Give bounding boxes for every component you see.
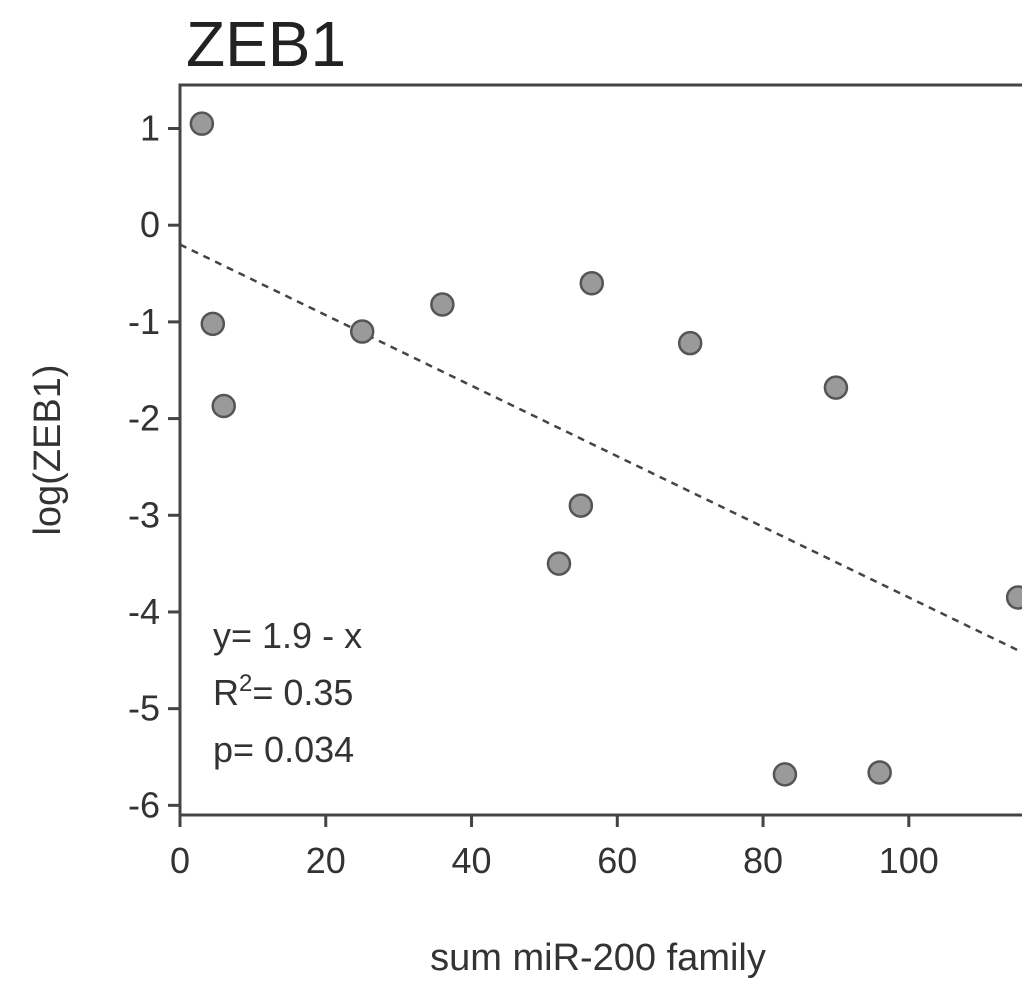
plot-frame [178, 83, 1022, 817]
y-tick-label: 0 [140, 204, 160, 245]
x-tick-label: 60 [597, 840, 637, 881]
p-value-annotation: p= 0.034 [213, 729, 354, 770]
r-squared-annotation: R2= 0.35 [213, 670, 353, 713]
data-point [867, 760, 892, 785]
y-tick-label: -6 [128, 784, 160, 825]
x-tick-label: 20 [306, 840, 346, 881]
y-axis-label: log(ZEB1) [27, 364, 69, 535]
y-tick-label: -3 [128, 494, 160, 535]
data-point [200, 311, 226, 337]
y-tick-label: -1 [128, 301, 160, 342]
data-point [823, 375, 849, 400]
regression-line [179, 243, 1022, 654]
data-point [211, 393, 236, 419]
x-tick-label: 0 [170, 840, 190, 881]
data-point [1005, 585, 1022, 610]
y-tick-label: -4 [128, 591, 160, 632]
x-tick-label: 80 [743, 840, 783, 881]
x-axis: 0 20 40 60 80 100 [170, 815, 939, 881]
data-point [579, 270, 605, 296]
x-axis-label: sum miR-200 family [430, 937, 766, 979]
y-axis: 1 0 -1 -2 -3 -4 -5 -6 [128, 108, 180, 825]
data-point [430, 292, 455, 317]
y-tick-label: -5 [128, 688, 160, 729]
data-point [349, 319, 375, 344]
chart-title: ZEB1 [186, 8, 346, 80]
y-tick-label: 1 [140, 108, 160, 149]
data-point [546, 551, 572, 576]
data-point [568, 493, 594, 518]
data-points [189, 111, 1022, 787]
data-point [772, 762, 798, 787]
equation-annotation: y= 1.9 - x [213, 615, 362, 656]
data-point [677, 330, 703, 356]
x-tick-label: 40 [452, 840, 492, 881]
y-tick-label: -2 [128, 398, 160, 439]
x-tick-label: 100 [879, 840, 939, 881]
data-point [189, 111, 215, 136]
